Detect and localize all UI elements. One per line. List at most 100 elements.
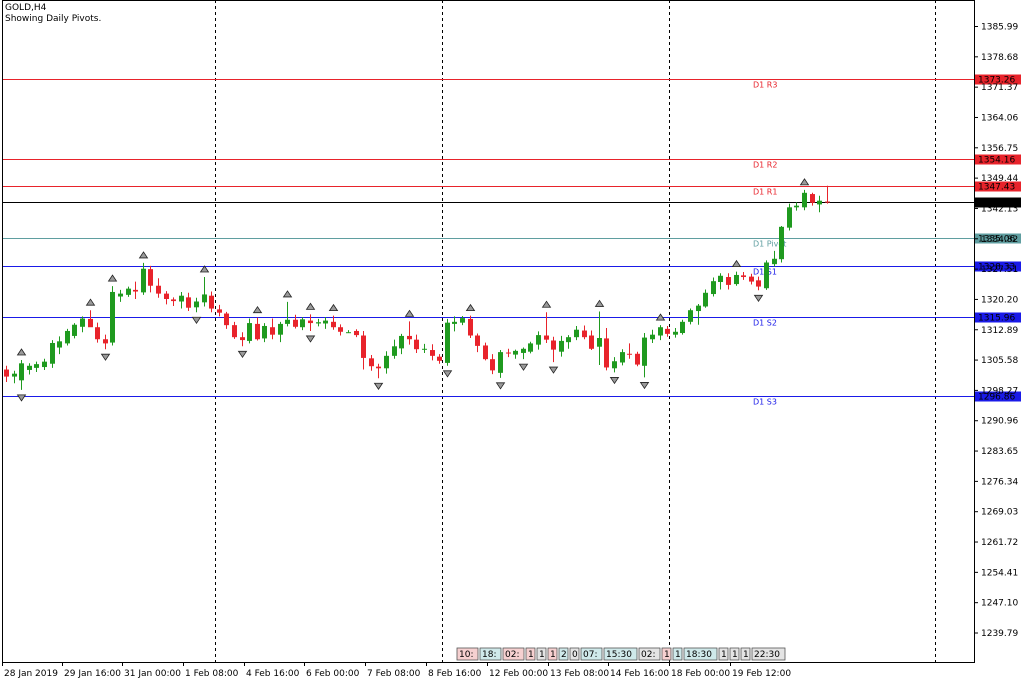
fractal-down-marker [442, 370, 453, 378]
bull-candle [346, 332, 351, 334]
bull-candle [12, 373, 17, 377]
bear-candle [483, 345, 488, 360]
x-tick-label: 19 Feb 12:00 [732, 669, 791, 679]
bear-candle [293, 319, 298, 327]
fractal-up-marker [305, 302, 316, 310]
x-tick-label: 8 Feb 16:00 [428, 669, 482, 679]
time-price-box [672, 647, 683, 661]
time-price-box-label: 1 [528, 650, 534, 660]
y-tick-label: 1283.65 [981, 447, 1018, 457]
fractal-down-marker [305, 335, 316, 343]
x-tick-label: 18 Feb 00:00 [671, 669, 730, 679]
bull-candle [141, 268, 146, 293]
bear-candle [4, 369, 9, 377]
bull-candle [528, 343, 533, 352]
bull-candle [673, 331, 678, 335]
bear-candle [171, 299, 176, 302]
bear-candle [331, 321, 336, 328]
pivot-level-name: D1 R3 [753, 81, 777, 90]
bear-candle [468, 318, 473, 336]
fractal-up-marker [85, 298, 96, 306]
fractal-up-marker [541, 300, 552, 308]
pivot-price-label: 1328.33 [978, 263, 1015, 273]
y-tick-label: 1385.99 [981, 23, 1018, 33]
pivot-level-name: D1 Pivot [753, 240, 786, 249]
y-tick-label: 1254.41 [981, 568, 1018, 578]
time-price-box [740, 647, 751, 661]
bull-candle [460, 318, 465, 323]
bull-candle [680, 321, 685, 334]
bull-candle [703, 292, 708, 307]
pivot-price-box [975, 181, 1021, 192]
fractal-down-marker [518, 363, 529, 371]
fractal-down-marker [495, 382, 506, 390]
bull-candle [559, 340, 564, 352]
bear-candle [376, 366, 381, 369]
bear-candle [361, 335, 366, 358]
x-tick-label: 12 Feb 00:00 [489, 669, 548, 679]
bear-candle [88, 318, 93, 328]
y-tick-label: 1312.89 [981, 326, 1018, 336]
bear-candle [103, 339, 108, 344]
bear-candle [156, 285, 161, 294]
pivot-price-label: 1347.43 [978, 183, 1015, 193]
bull-candle [574, 329, 579, 338]
bull-candle [620, 352, 625, 363]
bull-candle [734, 274, 739, 285]
y-tick-label: 1239.79 [981, 629, 1018, 639]
pivot-price-label: 1354.16 [978, 156, 1015, 166]
x-tick-label: 28 Jan 2019 [4, 669, 58, 679]
time-price-box-label: 1 [664, 650, 670, 660]
time-price-box [525, 647, 536, 661]
time-price-box [718, 647, 729, 661]
indicator-caption: Showing Daily Pivots. [5, 14, 102, 24]
bull-candle [422, 348, 427, 350]
fractal-down-marker [609, 377, 620, 385]
y-tick-label: 1320.20 [981, 295, 1018, 305]
bull-candle [118, 293, 123, 297]
y-tick-label: 1356.75 [981, 144, 1018, 154]
current-price-label: 1343.71 [978, 199, 1015, 209]
y-tick-label: 1371.37 [981, 83, 1018, 93]
bull-candle [452, 321, 457, 324]
x-tick-label: 4 Feb 16:00 [246, 669, 300, 679]
time-price-box [547, 647, 558, 661]
fractal-down-marker [639, 382, 650, 390]
bear-candle [95, 327, 100, 340]
fractal-up-marker [328, 303, 339, 312]
pivot-price-box [975, 233, 1021, 244]
fractal-up-marker [138, 251, 149, 259]
bull-candle [642, 337, 647, 366]
time-price-box-label: 10: [459, 650, 473, 660]
bull-candle [110, 291, 115, 343]
time-price-box-label: 02: [505, 650, 519, 660]
bull-candle [399, 335, 404, 349]
bull-candle [688, 310, 693, 322]
bull-candle [718, 275, 723, 283]
bull-candle [711, 281, 716, 295]
y-tick-label: 1378.68 [981, 53, 1018, 63]
y-tick-label: 1364.06 [981, 113, 1018, 123]
bear-candle [255, 323, 260, 340]
bull-candle [772, 258, 777, 265]
y-tick-label: 1327.51 [981, 265, 1018, 275]
bull-candle [566, 337, 571, 343]
bull-candle [323, 320, 328, 324]
bear-candle [810, 194, 815, 203]
x-tick-label: 1 Feb 08:00 [185, 669, 239, 679]
bear-candle [240, 337, 245, 341]
y-tick-label: 1247.10 [981, 599, 1018, 609]
fractal-down-marker [548, 366, 559, 374]
time-price-box-label: 0 [572, 650, 578, 660]
x-tick-label: 13 Feb 08:00 [550, 669, 609, 679]
bull-candle [794, 205, 799, 208]
bear-candle [148, 269, 153, 286]
time-price-box-label: 15:30 [606, 650, 632, 660]
fractal-up-marker [731, 259, 742, 268]
bull-candle [80, 318, 85, 327]
time-price-box-label: 1 [675, 650, 681, 660]
bull-candle [650, 334, 655, 340]
bull-candle [285, 319, 290, 324]
pivot-price-box [975, 261, 1021, 272]
